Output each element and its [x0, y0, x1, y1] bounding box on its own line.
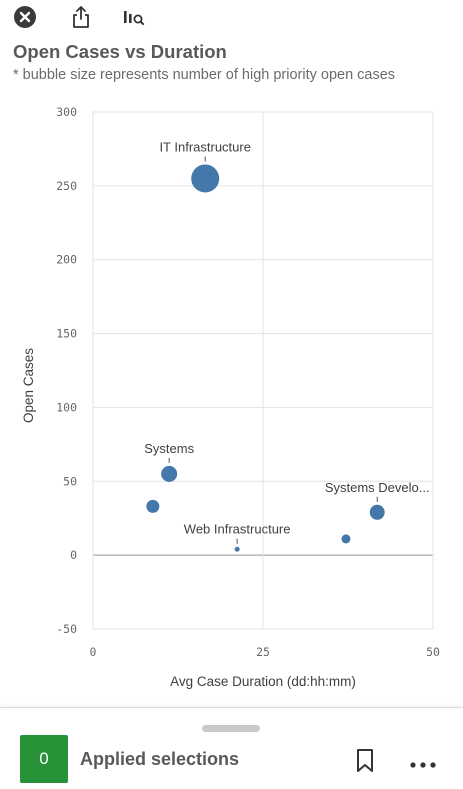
bubble	[341, 534, 351, 544]
bubble-label: Systems	[144, 441, 194, 456]
more-options-icon[interactable]	[408, 758, 438, 770]
bubbles: IT Infrastructure Systems Web Infrastructu…	[144, 139, 430, 552]
bookmark-icon[interactable]	[354, 748, 376, 774]
y-tick-label: 200	[56, 253, 77, 267]
bubble-label: Systems Develo...	[325, 480, 430, 495]
y-tick-label: 50	[63, 474, 77, 488]
bubble	[146, 499, 160, 513]
y-axis-title: Open Cases	[21, 348, 36, 423]
bubble	[161, 465, 178, 482]
x-axis-title: Avg Case Duration (dd:hh:mm)	[170, 674, 356, 689]
selection-count-badge[interactable]: 0	[20, 735, 68, 783]
toolbar	[0, 0, 463, 34]
bubble	[234, 546, 240, 552]
y-tick-label: 0	[70, 548, 77, 562]
bubble	[191, 164, 220, 193]
y-tick-label: 150	[56, 327, 77, 341]
applied-selections-label[interactable]: Applied selections	[80, 749, 240, 769]
bubble-label: Web Infrastructure	[184, 522, 291, 537]
y-tick-label: 250	[56, 179, 77, 193]
selections-bar: 0 Applied selections	[0, 707, 463, 789]
y-tick-label: 300	[56, 105, 77, 119]
explore-icon[interactable]	[120, 4, 146, 30]
chart-subtitle: * bubble size represents number of high …	[13, 67, 396, 83]
x-tick-label: 25	[256, 645, 270, 659]
share-icon[interactable]	[68, 4, 94, 30]
x-tick-label: 50	[426, 645, 440, 659]
chart-title: Open Cases vs Duration	[13, 41, 227, 62]
bubble-chart[interactable]: -50 0 50 100 150 200 250 300 0 25 50 Avg Case Durat…	[0, 100, 463, 700]
drag-handle[interactable]	[202, 725, 260, 732]
y-tick-label: -50	[56, 622, 77, 636]
bubble	[369, 504, 385, 520]
axes: -50 0 50 100 150 200 250 300 0 25 50 Avg Case Durat…	[21, 105, 440, 689]
grid-lines	[92, 111, 434, 630]
close-icon[interactable]	[12, 4, 38, 30]
x-tick-label: 0	[90, 645, 97, 659]
y-tick-label: 100	[56, 400, 77, 414]
bubble-label: IT Infrastructure	[159, 139, 251, 154]
